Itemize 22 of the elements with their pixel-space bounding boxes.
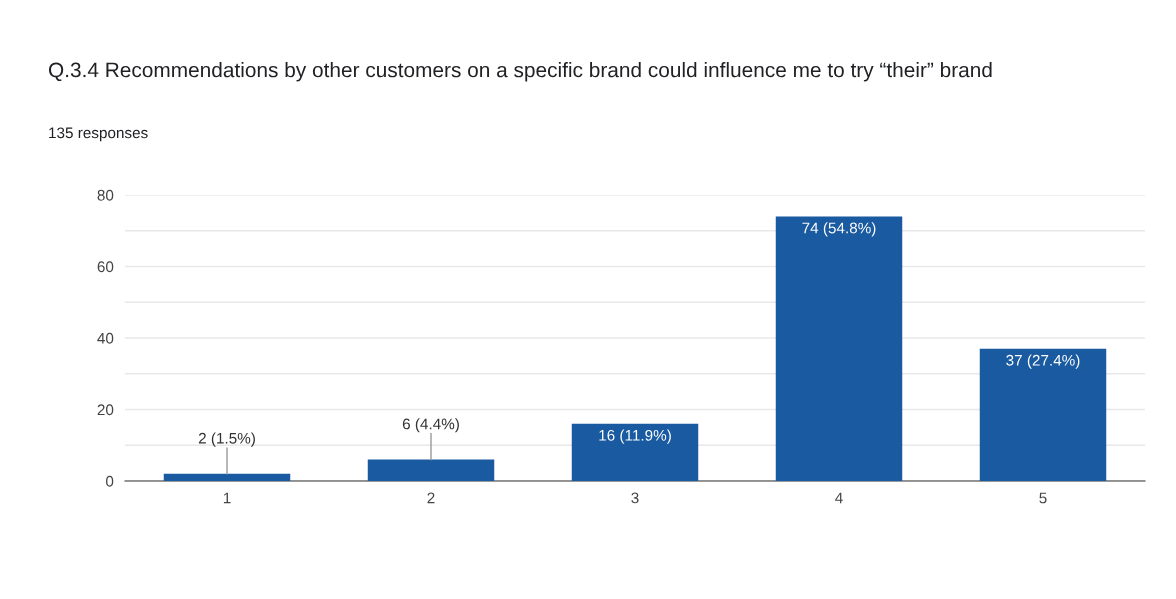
y-tick-label: 60 bbox=[97, 261, 114, 273]
x-tick-label: 2 bbox=[427, 492, 435, 504]
y-tick-label: 80 bbox=[97, 189, 114, 201]
chart-title: Q.3.4 Recommendations by other customers on a specific brand could influence me to try “their” brand bbox=[48, 62, 992, 82]
bar bbox=[979, 348, 1107, 481]
y-tick-label: 40 bbox=[97, 332, 114, 344]
x-tick-label: 5 bbox=[1039, 492, 1047, 504]
chart-subtitle: 135 responses bbox=[49, 127, 148, 142]
x-tick-label: 1 bbox=[223, 492, 231, 504]
y-tick-label: 0 bbox=[105, 475, 114, 487]
bar bbox=[367, 459, 495, 481]
bar bbox=[775, 216, 903, 481]
bar bbox=[571, 423, 699, 481]
data-label: 74 (54.8%) bbox=[802, 222, 876, 237]
bar bbox=[163, 473, 291, 481]
x-tick-label: 3 bbox=[631, 492, 639, 504]
data-label: 2 (1.5%) bbox=[198, 432, 255, 447]
data-label: 37 (27.4%) bbox=[1006, 354, 1080, 369]
data-label: 16 (11.9%) bbox=[599, 429, 671, 444]
x-tick-label: 4 bbox=[835, 492, 843, 504]
data-label: 6 (4.4%) bbox=[402, 418, 459, 433]
y-tick-label: 20 bbox=[97, 404, 114, 416]
